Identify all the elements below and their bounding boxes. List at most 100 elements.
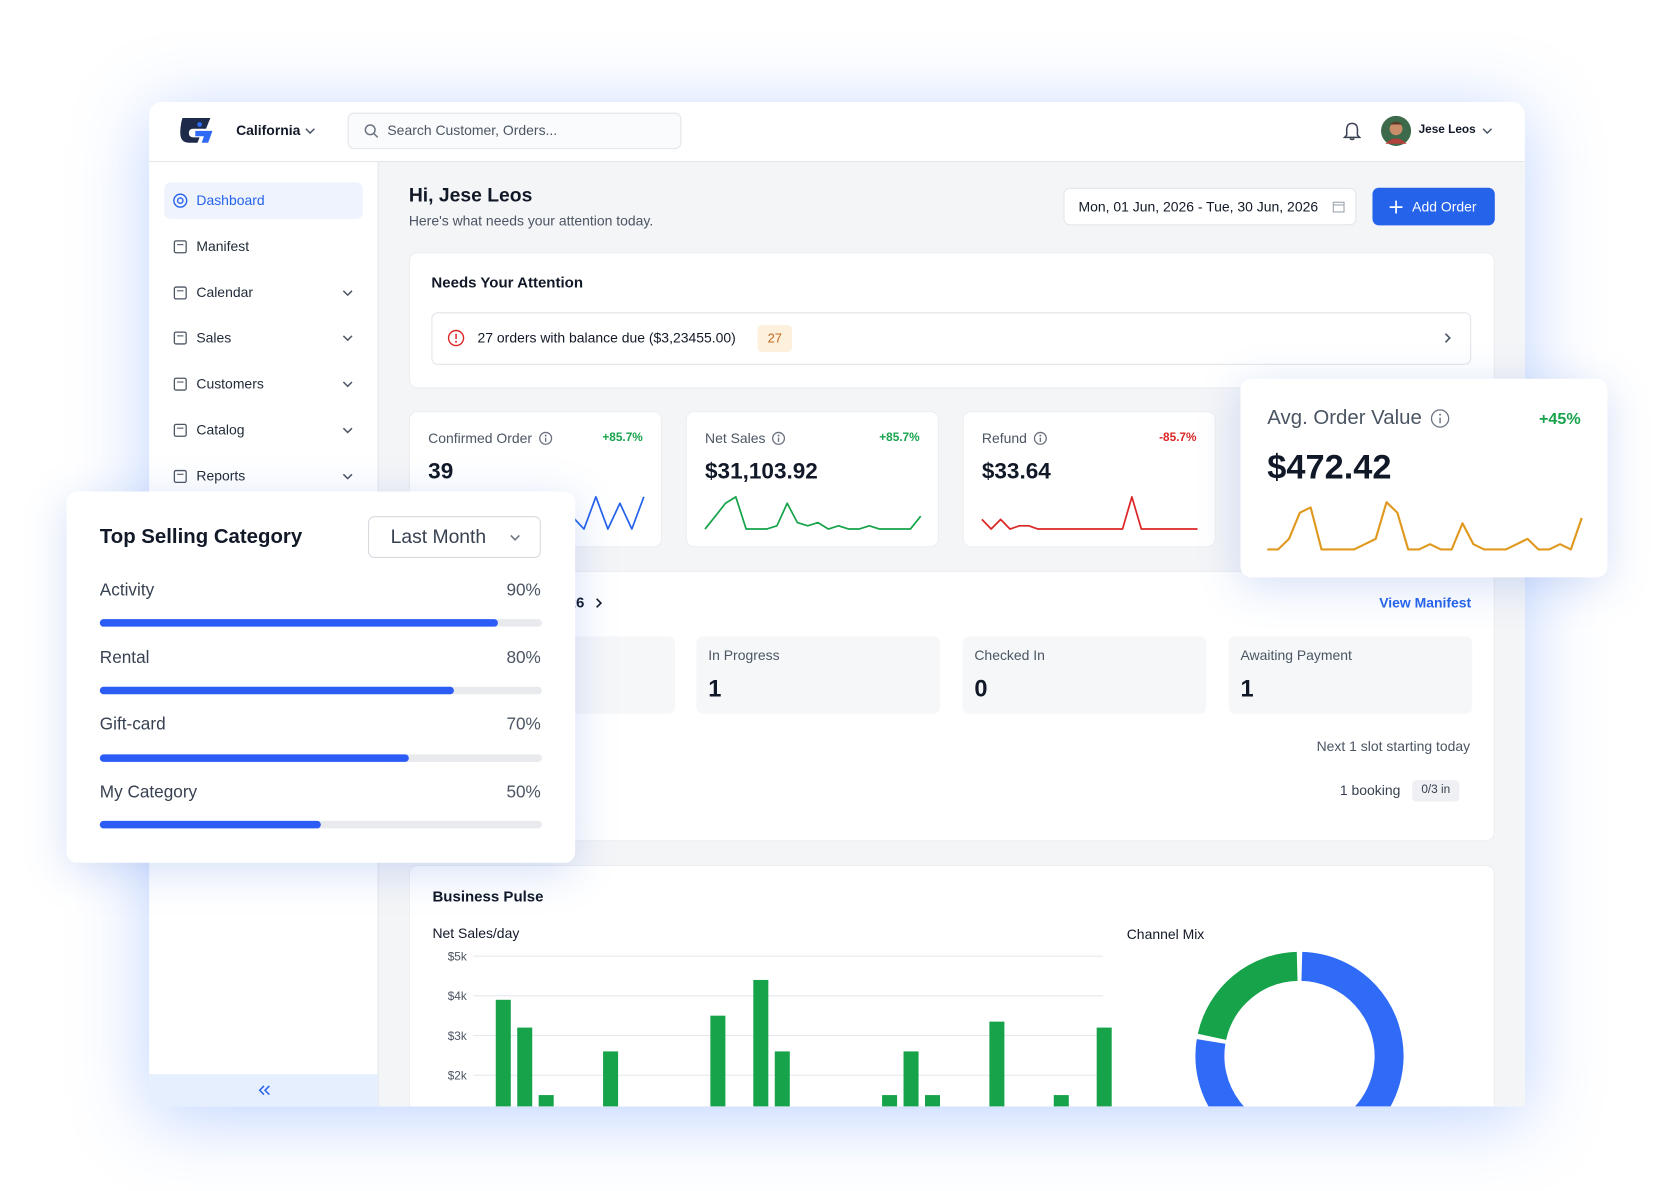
bookings: 1 booking: [1339, 782, 1401, 799]
sparkline-line: [704, 495, 922, 530]
nav-item[interactable]: Calendar: [196, 283, 253, 300]
bar: [538, 1095, 554, 1107]
add-order-label[interactable]: Add Order: [1412, 198, 1477, 215]
icon-shape: [510, 534, 520, 541]
period-label[interactable]: Last Month: [390, 526, 487, 548]
business-pulse-card: Business Pulse Net Sales/day Channel Mix $2…: [408, 864, 1495, 1107]
attention-alert-row[interactable]: [431, 312, 1472, 365]
kpi-change: +85.7%: [602, 431, 643, 445]
top-selling-card: [66, 491, 576, 863]
category-name: Rental: [99, 648, 150, 668]
avg-order-card: [1240, 378, 1608, 578]
kpi-change: -85.7%: [1159, 431, 1197, 445]
user-avatar[interactable]: [1381, 115, 1412, 146]
icon-shape: [342, 381, 353, 388]
y-tick-label: $4k: [448, 989, 467, 1003]
icon-shape: [447, 329, 465, 347]
nav-icon: [173, 423, 187, 437]
stat-value: 1: [708, 674, 722, 702]
category-name: Activity: [99, 581, 155, 600]
chevron-down: [342, 473, 353, 480]
icon-shape: [771, 431, 786, 445]
chart-title: Net Sales/day: [432, 924, 520, 941]
icon-shape: [180, 118, 211, 143]
bar: [1053, 1095, 1069, 1107]
stat-value: 0: [974, 674, 988, 702]
icon-shape: [1033, 431, 1047, 445]
chevron-down: [1482, 128, 1493, 135]
icon-shape: [173, 469, 187, 483]
info-icon: [539, 431, 553, 445]
avg-order-change: +45%: [1539, 409, 1581, 428]
bar: [924, 1095, 941, 1107]
icon-shape: [539, 431, 553, 445]
notification-bell[interactable]: [1342, 121, 1362, 141]
nav-item[interactable]: Sales: [196, 329, 232, 346]
stat-label: In Progress: [708, 646, 780, 664]
chevron-down: [510, 534, 520, 541]
icon-shape: [455, 340, 458, 343]
chevron-down: [342, 335, 353, 342]
kpi-value: $31,103.92: [705, 459, 818, 485]
nav-item[interactable]: Dashboard: [196, 191, 265, 209]
nav-icon: [173, 331, 187, 345]
collapse-icon: [258, 1085, 270, 1096]
icon-shape: [364, 124, 376, 136]
category-name: My Category: [99, 783, 198, 802]
category-name: Gift-card: [99, 716, 166, 735]
kpi-label: Net Sales: [705, 430, 766, 447]
chevron-down: [342, 427, 353, 434]
kpi-value: 39: [428, 459, 454, 485]
stat-box: [696, 636, 941, 714]
icon-shape: [1039, 434, 1042, 437]
icon-shape: [1430, 409, 1450, 428]
sparkline-line: [981, 495, 1198, 530]
icon-shape: [373, 133, 379, 138]
logo: [180, 118, 213, 143]
donut-segment: [1195, 951, 1404, 1107]
nav-icon: [173, 240, 187, 254]
icon-shape: [197, 122, 202, 127]
info-icon: [771, 431, 786, 445]
user-name[interactable]: Jese Leos: [1418, 123, 1476, 137]
bar: [517, 1027, 533, 1107]
next-slot: Next 1 slot starting today: [1316, 738, 1471, 755]
kpi-label: Refund: [981, 430, 1027, 447]
icon-shape: [342, 335, 353, 342]
top-bar-divider: [149, 160, 1525, 163]
y-tick-label: $2k: [448, 1069, 467, 1083]
search-box[interactable]: [347, 112, 682, 150]
kpi-change: +85.7%: [879, 431, 920, 445]
attention-badge: 27: [767, 330, 782, 346]
nav-item[interactable]: Reports: [196, 467, 246, 484]
capacity-badge: 0/3 in: [1421, 783, 1451, 797]
icon-shape: [1444, 333, 1451, 343]
progress-bar: [99, 753, 410, 762]
icon-shape: [305, 128, 315, 135]
nav-item[interactable]: Customers: [196, 375, 264, 392]
stat-label: Checked In: [974, 646, 1045, 664]
nav-icon: [173, 377, 187, 391]
period-dropdown[interactable]: [368, 516, 541, 559]
location-selector[interactable]: California: [236, 122, 301, 139]
icon-shape: [1389, 122, 1403, 136]
stat-value: 1: [1240, 674, 1254, 702]
view-manifest-link[interactable]: View Manifest: [1379, 594, 1472, 611]
icon-shape: [173, 193, 188, 208]
plus-icon: [1389, 200, 1403, 214]
icon-shape: [342, 427, 353, 434]
chevron-right: [596, 598, 603, 608]
icon-shape: [1389, 121, 1403, 125]
category-value: 70%: [506, 716, 541, 735]
bar: [1096, 1027, 1112, 1107]
chevron-right: [1444, 333, 1451, 343]
alert-icon: [447, 329, 465, 347]
icon-shape: [1389, 200, 1403, 214]
nav-icon: [173, 285, 187, 300]
nav-item[interactable]: Catalog: [196, 421, 245, 438]
sidebar-collapse[interactable]: [149, 1074, 378, 1107]
nav-item[interactable]: Manifest: [196, 237, 250, 254]
icon-shape: [1482, 128, 1493, 135]
progress-bar: [99, 821, 321, 829]
date-range-picker[interactable]: [1063, 187, 1357, 226]
